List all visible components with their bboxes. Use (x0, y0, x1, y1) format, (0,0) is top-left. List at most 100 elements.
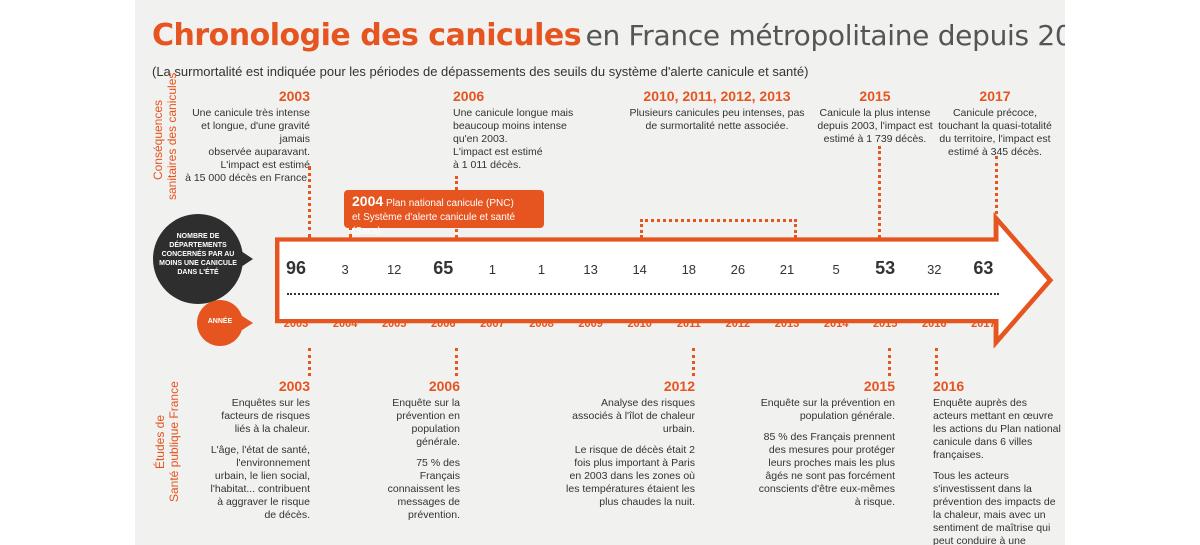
bottom-event-year: 2012 (663, 378, 695, 394)
top-event-2017: 2017 Canicule précoce, touchant la quasi… (930, 88, 1060, 159)
year-2013: 2013 (774, 318, 800, 330)
bottom-event-2006: 2006 Enquête sur la prévention en popula… (375, 378, 460, 522)
bottom-event-para: Le risque de décès était 2 fois plus imp… (566, 444, 695, 508)
bottom-event-para: 75 % des Français connaissent les messag… (387, 457, 460, 521)
top-event-2003: 2003 Une canicule très intense et longue… (175, 88, 310, 185)
top-event-line: Une canicule longue mais (453, 107, 574, 119)
count-2011: 18 (681, 262, 697, 277)
count-2013: 21 (779, 262, 795, 277)
connector-bottom-2012 (692, 348, 695, 376)
top-event-line: du territoire, l'impact est (939, 133, 1051, 145)
bottom-event-2016: 2016 Enquête auprès des acteurs mettant … (933, 378, 1061, 545)
top-event-line: estimé à 345 décès. (948, 146, 1042, 158)
bottom-event-para: Enquêtes sur les facteurs de risques lié… (221, 397, 310, 435)
top-event-year: 2006 (453, 88, 485, 104)
top-event-line: à 15 000 décès en France. (185, 172, 310, 184)
top-event-line: L'impact est estimé (220, 159, 310, 171)
count-2010: 14 (632, 262, 647, 277)
top-event-line: à 1 011 décès. (453, 159, 522, 171)
bottom-event-year: 2006 (428, 378, 460, 394)
count-2006: 65 (433, 258, 454, 278)
top-event-year: 2010, 2011, 2012, 2013 (643, 88, 791, 104)
infographic-canvas: Chronologie des canicules en France métr… (135, 0, 1065, 545)
year-legend-label: Année (207, 318, 233, 325)
year-2004: 2004 (332, 318, 358, 330)
top-event-year: 2003 (278, 88, 310, 104)
top-event-line: et longue, d'une gravité jamais (201, 120, 310, 145)
year-2008: 2008 (529, 318, 554, 330)
bottom-event-para: Analyse des risques associés à l'îlot de… (572, 397, 695, 435)
bottom-event-para: Enquête sur la prévention en population … (760, 397, 895, 422)
pnc-box: 2004 Plan national canicule (PNC) et Sys… (344, 190, 544, 237)
bottom-event-year: 2015 (863, 378, 895, 394)
year-2016: 2016 (922, 318, 947, 330)
top-event-line: de surmortalité nette associée. (645, 120, 789, 132)
year-2009: 2009 (578, 318, 603, 330)
bottom-event-year: 2003 (278, 378, 310, 394)
connector-top-2010 (640, 219, 643, 238)
timeline-arrow (275, 212, 1054, 349)
count-2017: 63 (973, 258, 994, 278)
count-2008: 1 (537, 262, 546, 277)
connector-top-2004 (349, 226, 352, 238)
top-event-line: Plusieurs canicules peu intenses, pas (629, 107, 805, 119)
bottom-event-para: 85 % des Français prennent des mesures p… (758, 431, 895, 508)
bottom-event-para: Enquête auprès des acteurs mettant en œu… (933, 397, 1061, 461)
timeline-dotted-divider (287, 293, 999, 295)
count-2005: 12 (386, 262, 402, 277)
top-event-line: L'impact est estimé (453, 146, 543, 158)
side-label-top-line1: Conséquences (151, 99, 165, 181)
pnc-line2: et Système d'alerte canicule et santé (S… (352, 212, 516, 237)
connector-bottom-2003 (308, 348, 311, 376)
year-2010: 2010 (627, 318, 652, 330)
count-2016: 32 (927, 262, 942, 277)
year-legend-disc (197, 300, 243, 346)
bottom-event-para: L'âge, l'état de santé, l'environnement … (210, 444, 310, 521)
side-label-bottom-line1: Études de (153, 414, 167, 470)
connector-top-2017 (995, 156, 998, 238)
count-2009: 13 (583, 262, 598, 277)
count-2012: 26 (730, 262, 746, 277)
year-2005: 2005 (381, 318, 407, 330)
connector-top-2013 (794, 219, 797, 238)
bottom-event-2012: 2012 Analyse des risques associés à l'îl… (565, 378, 695, 509)
bottom-event-2015: 2015 Enquête sur la prévention en popula… (755, 378, 895, 509)
year-2012: 2012 (725, 318, 751, 330)
bottom-event-year: 2016 (933, 378, 965, 394)
page-title: Chronologie des canicules en France métr… (152, 18, 1065, 53)
top-event-line: Canicule la plus intense (819, 107, 931, 119)
count-legend-disc (153, 214, 243, 304)
title-light: en France métropolitaine depuis 2003 (585, 19, 1065, 52)
year-legend-pointer (239, 314, 253, 332)
top-event-2015: 2015 Canicule la plus intense depuis 200… (815, 88, 935, 146)
top-event-year: 2015 (859, 88, 891, 104)
connector-bottom-2015 (888, 348, 891, 376)
page-subtitle: (La surmortalité est indiquée pour les p… (152, 64, 809, 79)
year-2003: 2003 (283, 318, 309, 330)
connector-top-2003 (308, 166, 311, 238)
count-legend: Nombre de départements concernés par au … (153, 214, 263, 304)
top-event-2010-2013: 2010, 2011, 2012, 2013 Plusieurs canicul… (622, 88, 812, 133)
count-legend-label: Nombre de départements concernés par au … (159, 233, 237, 276)
top-event-line: estimé à 1 739 décès. (823, 133, 927, 145)
pnc-line1: Plan national canicule (PNC) (385, 198, 514, 209)
connector-top-2015 (878, 146, 881, 238)
top-event-line: beaucoup moins intense (453, 120, 567, 132)
year-2014: 2014 (823, 318, 849, 330)
count-2007: 1 (488, 262, 496, 277)
count-2014: 5 (832, 262, 840, 277)
count-2015: 53 (875, 258, 896, 278)
year-2015: 2015 (872, 318, 898, 330)
year-2017: 2017 (971, 318, 996, 330)
top-event-line: Une canicule très intense (192, 107, 310, 119)
bottom-event-para: Enquête sur la prévention en population … (392, 397, 460, 448)
bottom-event-para: Tous les acteurs s'investissent dans la … (933, 470, 1056, 545)
side-label-bottom: Études de Santé publique France (153, 381, 181, 502)
side-label-bottom-line2: Santé publique France (167, 381, 181, 502)
top-event-year: 2017 (979, 88, 1011, 104)
top-event-line: depuis 2003, l'impact est (817, 120, 933, 132)
year-legend: Année (197, 300, 287, 346)
connector-bottom-2006 (455, 348, 458, 376)
top-event-line: touchant la quasi-totalité (938, 120, 1052, 132)
bottom-event-2003: 2003 Enquêtes sur les facteurs de risque… (205, 378, 310, 522)
